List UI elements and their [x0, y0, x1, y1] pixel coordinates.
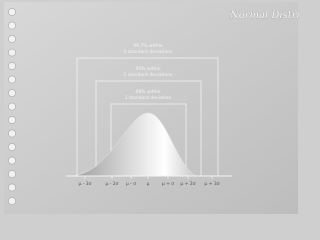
bracket-label: 95% within — [135, 66, 160, 72]
page: Normal Distribution 99.7% within 3 stand… — [4, 2, 300, 214]
illustration: Normal Distribution 99.7% within 3 stand… — [4, 2, 300, 214]
axis-label: μ - 2σ — [105, 181, 118, 187]
binder-hole — [8, 35, 16, 43]
binder-hole — [8, 62, 16, 70]
binder-hole — [8, 75, 16, 84]
brackets — [76, 57, 219, 176]
axis-label: μ + 2σ — [180, 181, 195, 187]
axis-label: μ - 3σ — [78, 181, 91, 187]
bracket-3sd — [76, 57, 219, 176]
binder-hole — [8, 48, 16, 57]
binder-hole — [8, 21, 16, 30]
bracket-label: 1 standard deviation — [125, 95, 172, 101]
binder-hole — [8, 197, 16, 205]
axis-label: μ - σ — [126, 182, 136, 187]
paper — [4, 2, 298, 214]
bracket-2sd — [95, 80, 202, 176]
bracket-label: 2 standard deviations — [124, 72, 174, 78]
axis-label: μ + 3σ — [204, 181, 219, 187]
bracket-label: 68% within — [135, 89, 160, 95]
binder-hole — [8, 156, 16, 165]
binder-hole — [8, 116, 16, 124]
bracket-label: 99.7% within — [133, 43, 163, 49]
binder-hole — [8, 129, 16, 138]
binder-hole — [8, 183, 16, 192]
binder-hole — [8, 170, 16, 178]
bracket-1sd — [110, 103, 187, 176]
title: Normal Distribution — [229, 10, 300, 21]
axis-label: μ + σ — [162, 181, 174, 187]
axis-label: μ — [147, 182, 150, 187]
binder-hole — [8, 8, 16, 16]
binder-holes — [8, 8, 16, 205]
bracket-label: 3 standard deviations — [124, 49, 174, 55]
axis-labels: μ - 3σ μ - 2σ μ - σ μ μ + σ μ + 2σ μ + 3σ — [78, 176, 220, 187]
binder-hole — [8, 89, 16, 97]
binder-hole — [8, 143, 16, 151]
binder-hole — [8, 102, 16, 111]
